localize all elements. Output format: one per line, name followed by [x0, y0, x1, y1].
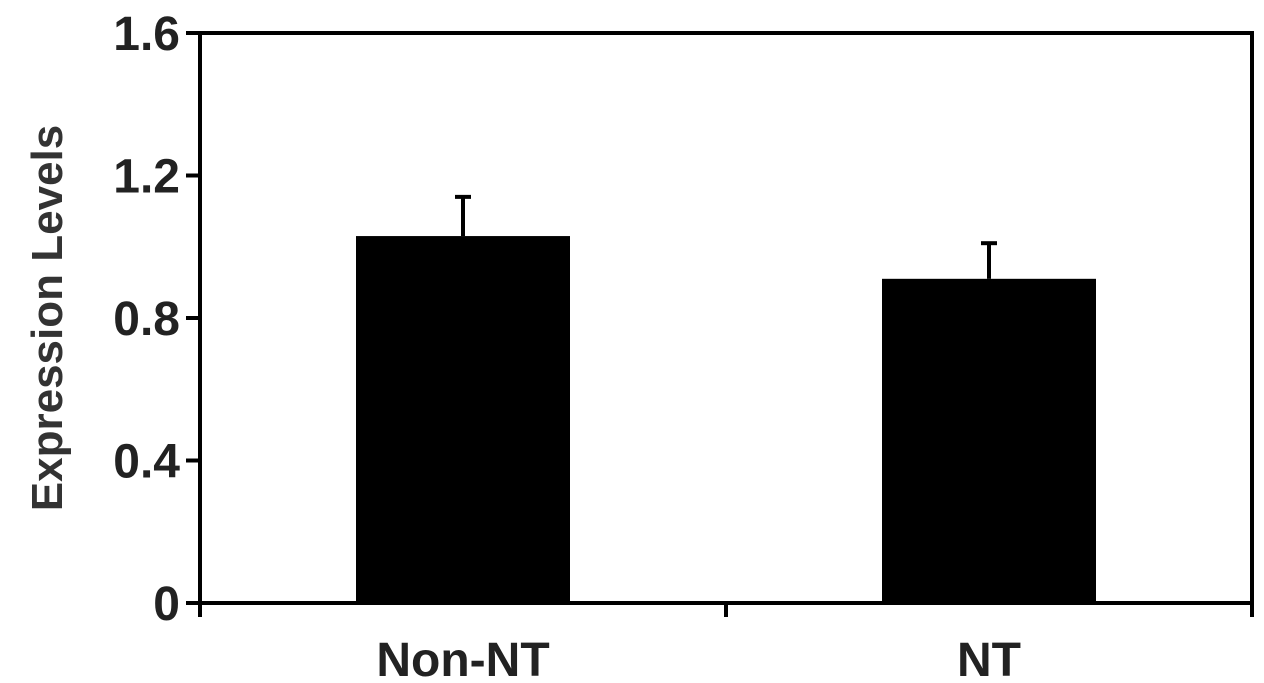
x-axis-ticks: Non-NT NT — [198, 603, 1254, 683]
y-axis-ticks: 0 0.4 0.8 1.2 1.6 — [113, 8, 200, 631]
y-tick-label: 0.4 — [113, 436, 180, 489]
bar-nt — [882, 278, 1096, 603]
error-bars — [455, 194, 997, 279]
y-tick-label: 1.2 — [113, 151, 180, 204]
y-tick-label: 1.6 — [113, 8, 180, 61]
bar-non-nt — [356, 236, 570, 603]
x-tick-label: Non-NT — [376, 634, 549, 683]
y-tick-label: 0 — [153, 578, 180, 631]
x-tick-label: NT — [957, 634, 1021, 683]
y-tick-label: 0.8 — [113, 293, 180, 346]
bars — [356, 236, 1096, 603]
y-axis-title: Expression Levels — [23, 125, 72, 511]
